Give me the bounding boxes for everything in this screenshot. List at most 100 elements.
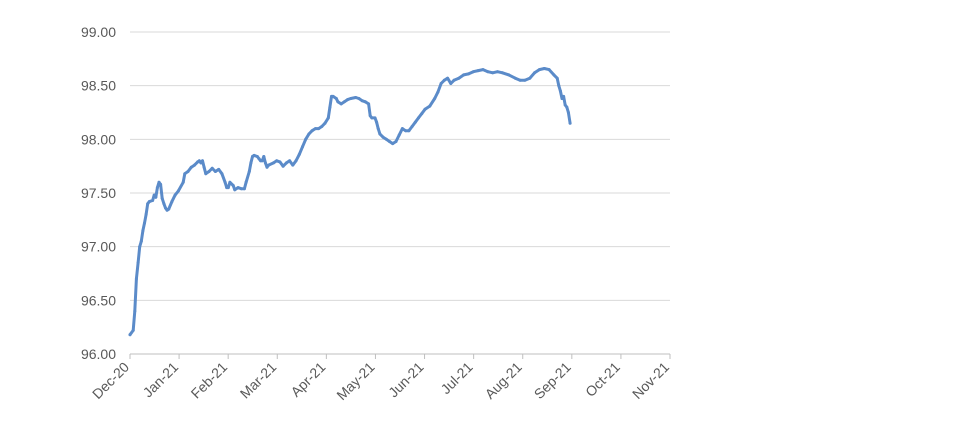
data-point: [157, 180, 161, 184]
data-point: [442, 78, 446, 82]
data-point: [557, 84, 561, 88]
data-point: [533, 71, 537, 75]
data-point: [131, 328, 135, 332]
data-point: [136, 261, 140, 265]
data-point: [500, 71, 504, 75]
data-point: [339, 102, 343, 106]
data-point: [146, 202, 150, 206]
data-point: [134, 277, 138, 281]
data-point: [267, 163, 271, 167]
data-point: [272, 161, 275, 165]
data-point: [568, 121, 572, 125]
x-tick-label: Feb-21: [188, 359, 231, 402]
data-point: [317, 127, 321, 131]
data-point: [139, 239, 143, 243]
data-point: [301, 145, 304, 149]
data-point: [154, 195, 158, 199]
x-axis: Dec-20 Jan-21 Feb-21 Mar-21 Apr-21 May-21 Jun-…: [89, 353, 672, 403]
data-point: [428, 104, 432, 108]
data-point: [201, 159, 204, 163]
data-point: [370, 116, 374, 120]
y-tick-label: 97.50: [81, 185, 116, 201]
data-point: [334, 97, 338, 100]
data-point: [155, 186, 159, 190]
data-point: [233, 188, 237, 192]
y-tick-label: 97.00: [81, 239, 116, 255]
data-point: [563, 103, 567, 107]
data-point: [193, 163, 196, 167]
data-point: [467, 72, 470, 76]
data-point: [375, 120, 379, 124]
data-point: [202, 165, 206, 169]
x-tick-label: Jul-21: [437, 359, 475, 397]
data-point: [523, 78, 527, 82]
data-point: [558, 89, 562, 93]
data-point: [228, 180, 232, 184]
data-point: [328, 105, 332, 109]
data-point: [181, 180, 185, 184]
data-point: [173, 193, 177, 197]
data-point: [159, 182, 163, 186]
data-point: [566, 111, 570, 114]
data-point: [528, 76, 532, 80]
data-point: [197, 159, 201, 163]
data-point: [565, 105, 569, 109]
data-point: [294, 159, 298, 163]
data-point: [223, 180, 227, 184]
x-tick-label: Dec-20: [89, 359, 132, 402]
x-tick-label: Aug-21: [482, 359, 525, 402]
data-point: [376, 127, 380, 131]
data-point: [452, 78, 456, 82]
data-point: [138, 245, 142, 249]
data-point: [560, 97, 564, 100]
data-point: [128, 333, 132, 337]
data-point: [363, 100, 367, 104]
data-point: [342, 100, 346, 104]
data-point: [144, 213, 148, 216]
data-point: [288, 159, 292, 163]
data-point: [417, 116, 420, 120]
data-point: [313, 127, 317, 131]
data-point: [278, 160, 282, 164]
data-point: [357, 97, 361, 100]
data-point: [410, 125, 414, 128]
data-point: [542, 67, 546, 70]
data-point: [326, 116, 330, 120]
data-point: [252, 153, 256, 157]
data-point: [513, 76, 517, 80]
data-point: [204, 172, 208, 176]
data-point: [462, 73, 466, 77]
data-point: [297, 152, 301, 156]
y-tick-label: 96.00: [81, 346, 116, 362]
data-point: [378, 132, 382, 136]
data-point: [164, 206, 167, 210]
data-point: [186, 170, 190, 173]
data-point: [349, 97, 353, 100]
data-point: [496, 70, 499, 74]
data-point: [552, 73, 556, 77]
data-point: [262, 155, 266, 158]
data-point: [304, 137, 308, 141]
data-point: [260, 159, 264, 163]
data-point: [331, 94, 335, 98]
data-point: [310, 129, 314, 133]
data-point: [404, 129, 408, 133]
data-point: [346, 98, 350, 102]
data-point: [367, 102, 371, 106]
x-tick-label: Mar-21: [237, 359, 280, 402]
data-point: [199, 161, 203, 165]
series-group: [128, 67, 572, 337]
data-point: [247, 170, 251, 173]
data-point: [555, 76, 559, 80]
x-tick-label: Nov-21: [629, 359, 672, 402]
data-point: [291, 163, 295, 167]
data-point: [407, 129, 411, 133]
x-tick-label: May-21: [333, 359, 377, 403]
data-point: [481, 68, 485, 72]
data-point: [336, 100, 340, 104]
data-point: [249, 161, 253, 165]
x-tick-label: Jun-21: [385, 359, 427, 401]
data-point: [226, 186, 230, 190]
data-point: [183, 172, 187, 176]
data-point: [231, 184, 235, 187]
